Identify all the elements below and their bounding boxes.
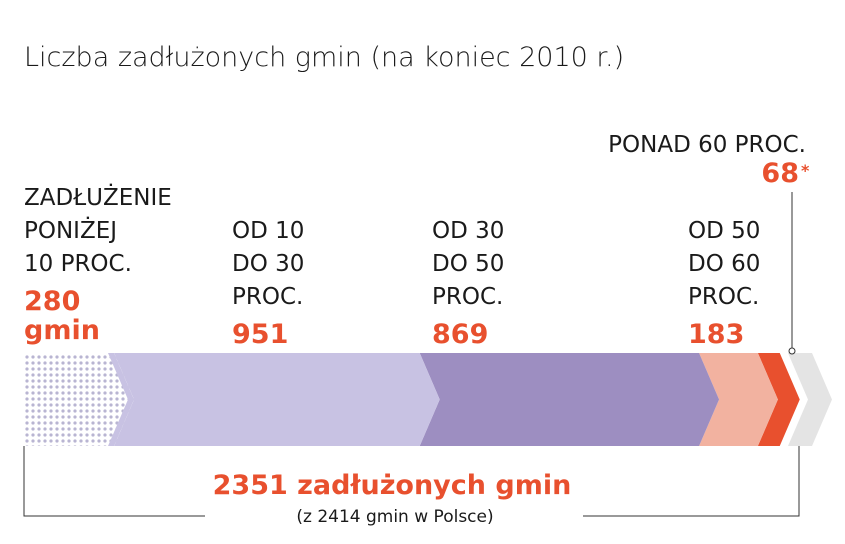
total-bracket	[23, 446, 800, 517]
bar-layer	[24, 353, 832, 446]
bar-segment-3	[699, 353, 778, 446]
category-label-2-2: PROC.	[432, 284, 503, 310]
bar-segment-0-tip	[108, 353, 135, 446]
value-marker: *	[801, 161, 810, 180]
category-label-2-1: DO 50	[432, 251, 504, 277]
category-label-3-2: PROC.	[688, 284, 759, 310]
category-label-2-0: OD 30	[432, 218, 504, 244]
value-label-3: 183	[688, 319, 744, 350]
category-label-3-1: DO 60	[688, 251, 760, 277]
category-label-1-1: DO 30	[232, 251, 304, 277]
category-label-0-1: PONIŻEJ	[24, 216, 117, 244]
category-label-0-2: 10 PROC.	[24, 251, 132, 277]
category-label-1-2: PROC.	[232, 284, 303, 310]
category-label-1-0: OD 10	[232, 218, 304, 244]
category-label-0-0: ZADŁUŻENIE	[24, 183, 172, 211]
value-label-0: 280	[24, 286, 80, 317]
bar-segment-2	[419, 353, 720, 446]
value-label-0-1: gmin	[24, 315, 100, 346]
category-label-4-0: PONAD 60 PROC.	[608, 132, 806, 158]
value-label-1: 951	[232, 319, 288, 350]
value-label-4: 68	[761, 158, 799, 189]
bar-segment-1	[114, 353, 440, 446]
bar-segment-4	[757, 353, 800, 446]
bar-remaining	[788, 353, 832, 446]
category-label-3-0: OD 50	[688, 218, 760, 244]
chart-title: Liczba zadłużonych gmin (na koniec 2010 …	[24, 42, 624, 73]
total-sublabel: (z 2414 gmin w Polsce)	[296, 507, 493, 527]
bar-segment-0	[24, 353, 135, 446]
total-label: 2351 zadłużonych gmin	[213, 470, 572, 501]
pointer-dot	[788, 347, 796, 355]
value-label-2: 869	[432, 319, 488, 350]
